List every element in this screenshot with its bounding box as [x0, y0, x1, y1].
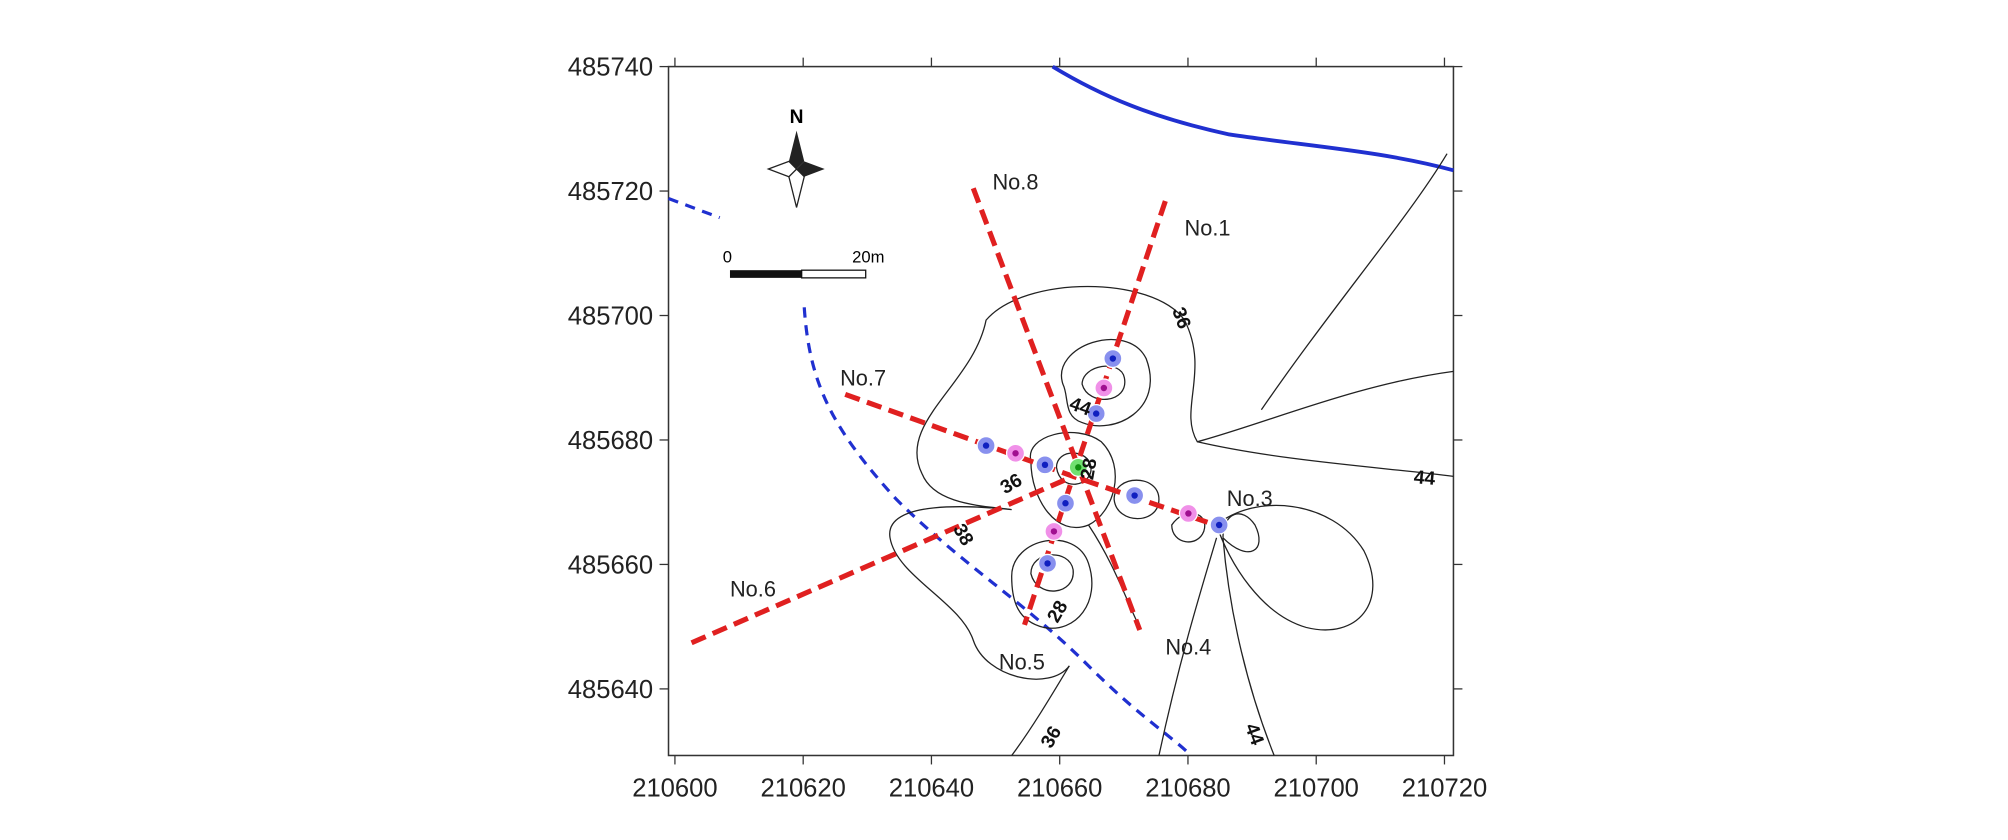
well-core: [1062, 500, 1069, 507]
y-tick-label: 485720: [568, 178, 653, 206]
well-core: [1075, 464, 1082, 471]
well-core: [1050, 528, 1058, 535]
scale-label: 20m: [852, 248, 884, 267]
y-tick-label: 485740: [568, 54, 653, 82]
contour-line: [1081, 365, 1126, 400]
x-tick-label: 210680: [1145, 774, 1230, 802]
x-tick-label: 210720: [1402, 774, 1487, 802]
axes: 210600 210620 210640 210660 210680 210700 2107…: [568, 54, 1487, 803]
line-label: No.1: [1185, 216, 1231, 241]
x-tick-label: 210660: [1017, 774, 1102, 802]
survey-line: [690, 473, 1075, 646]
stream: [802, 307, 1193, 757]
well-core: [982, 442, 990, 449]
contour-line: [916, 285, 1454, 475]
y-tick-label: 485700: [568, 302, 653, 330]
river: [1051, 64, 1454, 173]
line-label: No.7: [840, 365, 886, 390]
contour-label: 44: [1413, 467, 1436, 490]
y-tick-label: 485660: [568, 551, 653, 579]
contour-line: [1060, 339, 1151, 427]
contour-line: [1113, 479, 1160, 520]
line-label: No.4: [1165, 634, 1211, 659]
scale-segment: [729, 270, 802, 278]
well-core: [1215, 521, 1223, 529]
north-arrow: N: [766, 107, 825, 208]
x-tick-label: 210640: [889, 774, 974, 802]
contour-line: [1260, 153, 1448, 411]
scale-bar: 0 20m: [723, 248, 884, 279]
scale-label: 0: [723, 248, 732, 267]
survey-lines: [690, 187, 1224, 646]
y-tick-label: 485680: [568, 427, 653, 455]
contour-line: [1222, 513, 1260, 553]
contour-line: [889, 473, 1070, 680]
survey-line: [970, 187, 1143, 631]
well-core: [1131, 492, 1138, 499]
line-label: No.8: [992, 170, 1038, 195]
scale-segment: [801, 269, 867, 279]
well-core: [1041, 461, 1049, 469]
contour-line: [1055, 452, 1092, 485]
well-core: [1109, 355, 1117, 362]
contour-line: [1158, 537, 1218, 756]
line-labels: No.1 No.3 No.4 No.5 No.6 No.7 No.8: [730, 170, 1273, 675]
line-label: No.6: [730, 577, 776, 602]
well-core: [1185, 510, 1192, 517]
contour-line: [1197, 441, 1454, 477]
well-core: [1044, 560, 1051, 567]
x-tick-label: 210700: [1274, 774, 1359, 802]
x-tick-label: 210600: [632, 774, 717, 802]
well-core: [1100, 384, 1108, 392]
contour-line: [1222, 537, 1275, 756]
wells: [976, 348, 1229, 574]
y-tick-label: 485640: [568, 676, 653, 704]
contour-line: [1011, 539, 1093, 629]
arrow-shape: [788, 130, 805, 170]
stream: [667, 196, 721, 220]
water-features: [667, 64, 1454, 757]
contour-line: [1011, 665, 1070, 756]
contour-line: [1215, 504, 1374, 631]
north-label: N: [790, 107, 804, 128]
arrow-shape: [796, 161, 825, 177]
x-tick-label: 210620: [760, 774, 845, 802]
line-label: No.3: [1227, 486, 1273, 511]
line-label: No.5: [999, 650, 1045, 675]
contour-label: 28: [1077, 456, 1101, 481]
well-core: [1012, 450, 1019, 457]
well-core: [1092, 410, 1100, 417]
